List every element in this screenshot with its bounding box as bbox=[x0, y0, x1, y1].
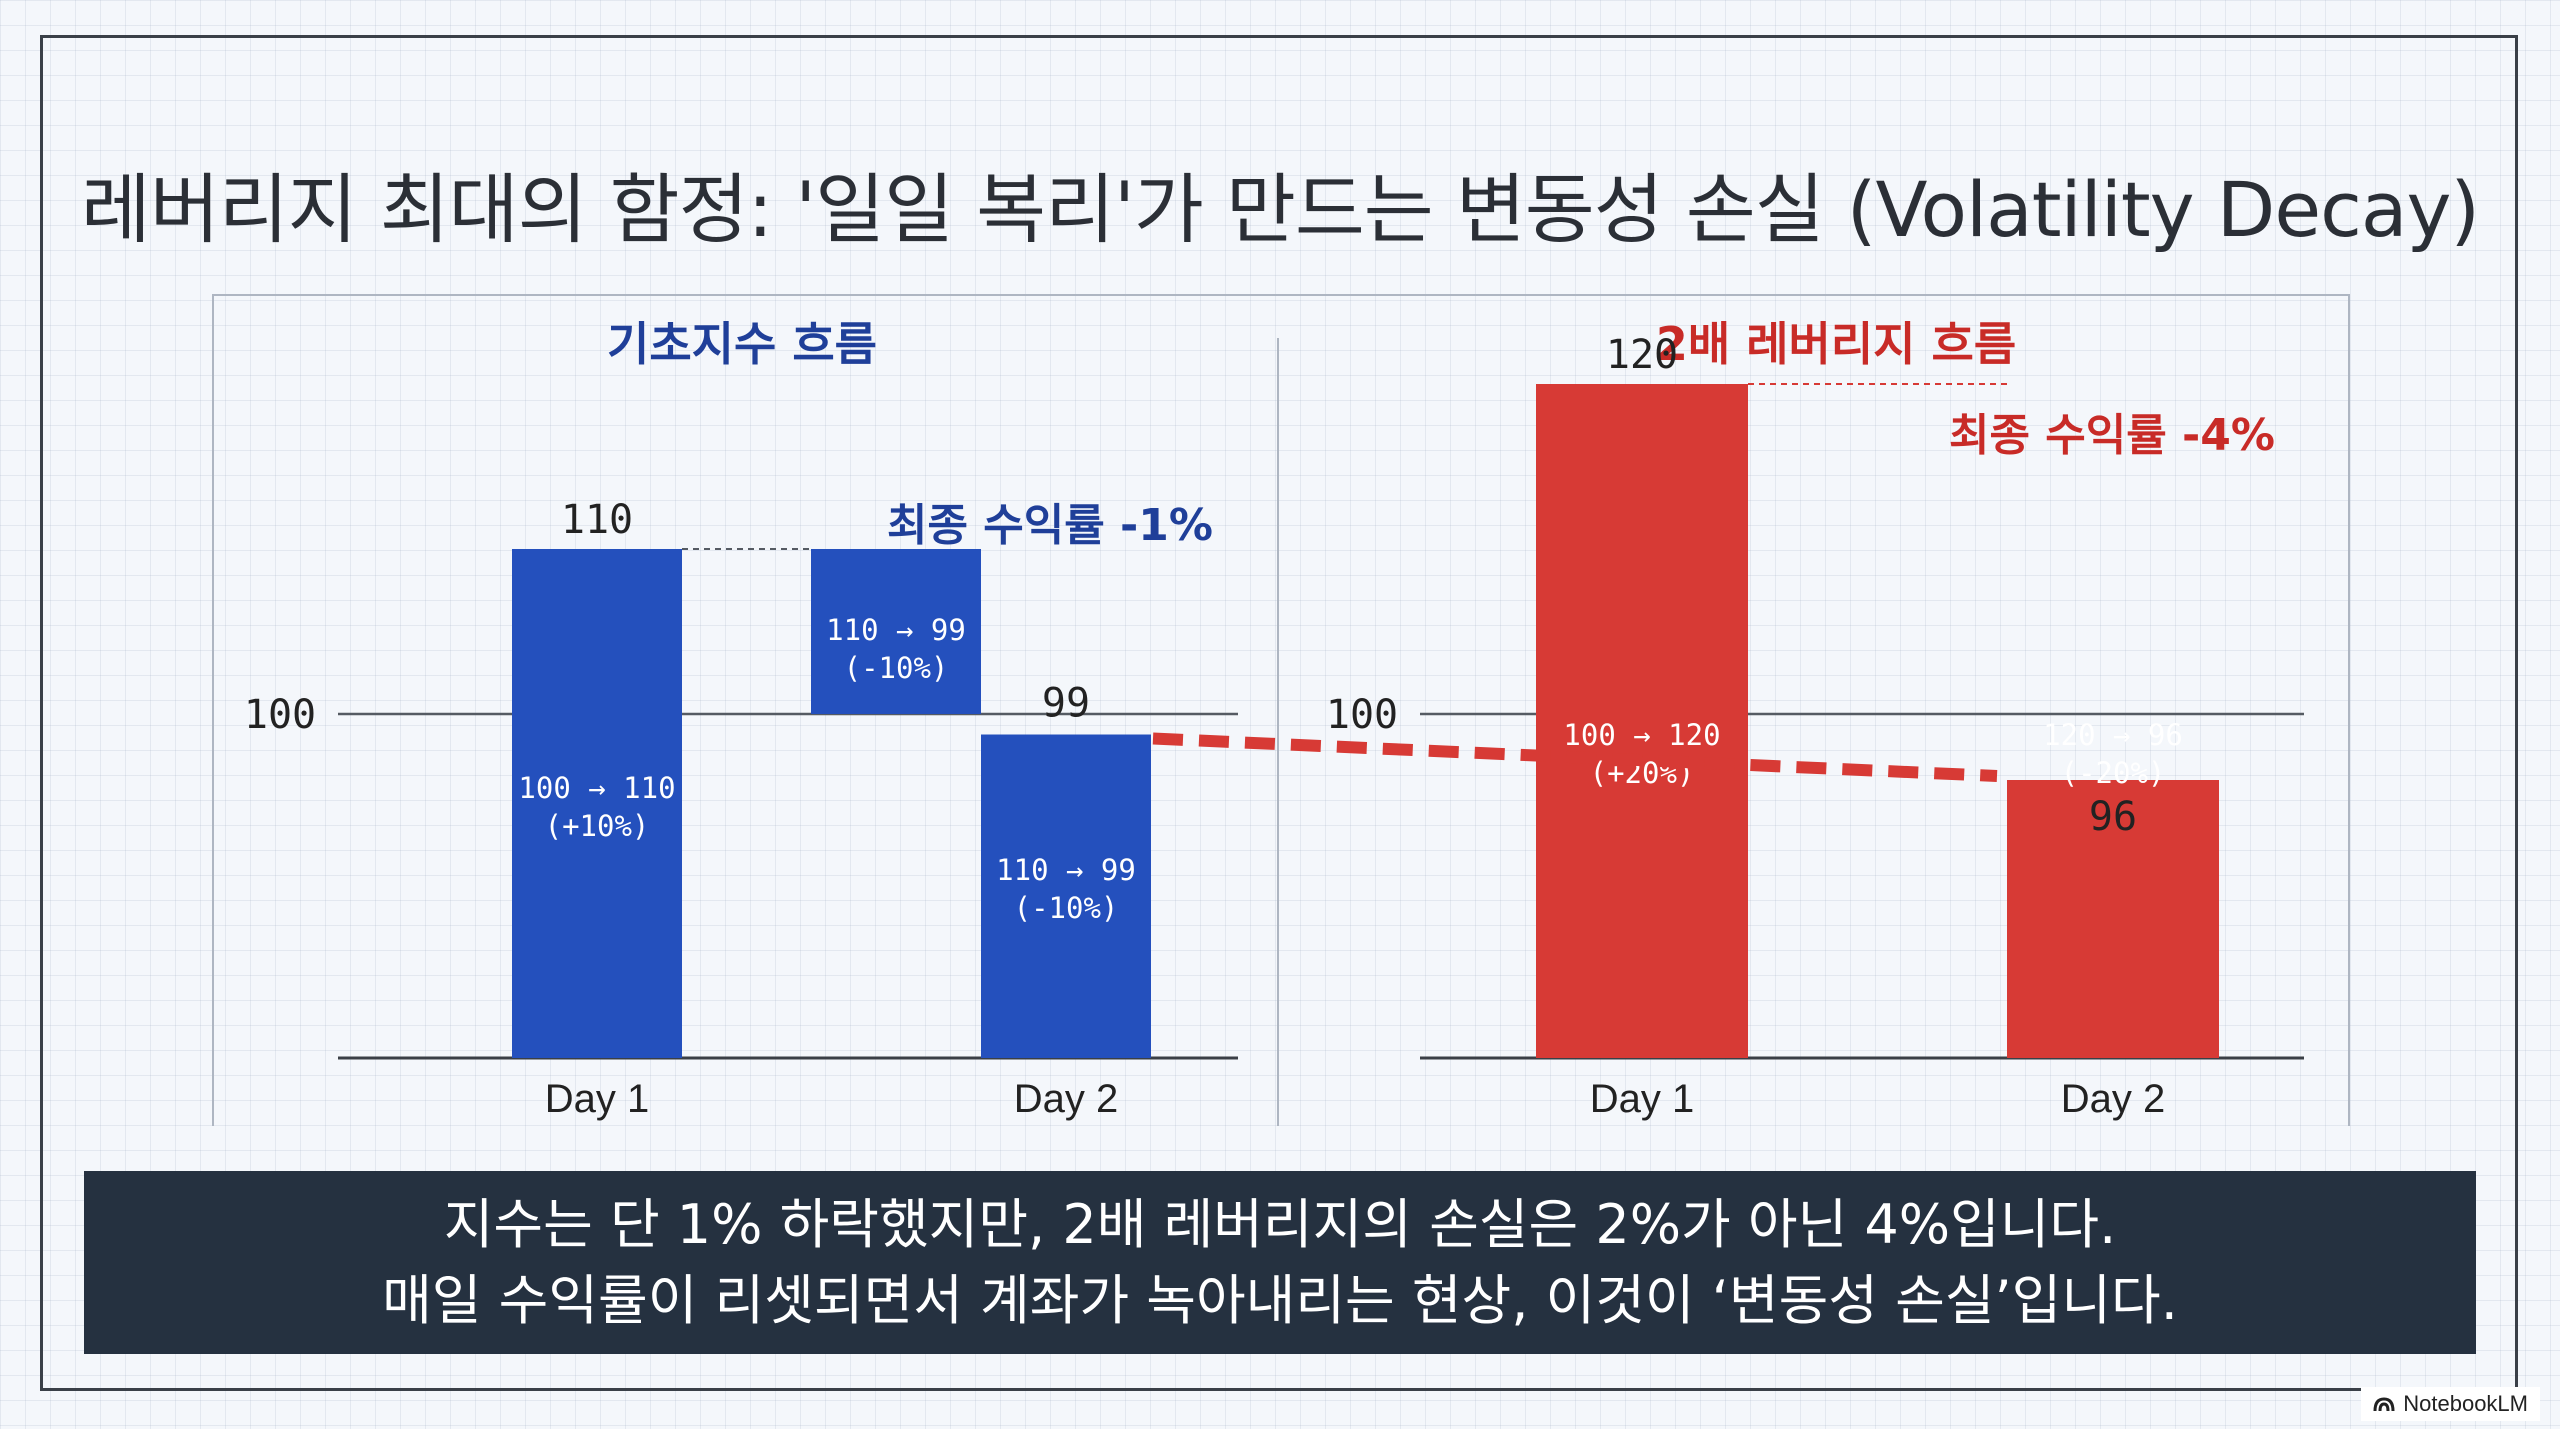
left-bar-day2 bbox=[981, 734, 1151, 1058]
right-step-label-2-a: 120 → 96 bbox=[2043, 718, 2183, 752]
left-value-label-1: 110 bbox=[561, 497, 633, 543]
left-tick-label-1: Day 1 bbox=[545, 1077, 650, 1121]
right-tick-label-2: Day 2 bbox=[2061, 1077, 2166, 1121]
right-baseline-label: 100 bbox=[1326, 692, 1398, 738]
decay-trend-line bbox=[1152, 732, 1998, 782]
slide-title: 레버리지 최대의 함정: '일일 복리'가 만드는 변동성 손실 (Volati… bbox=[80, 165, 2480, 254]
left-value-label-2: 99 bbox=[1042, 681, 1090, 727]
right-bar-day2 bbox=[2007, 780, 2219, 1058]
summary-line-2: 매일 수익률이 리셋되면서 계좌가 녹아내리는 현상, 이것이 ‘변동성 손실’… bbox=[382, 1268, 2178, 1332]
left-baseline-label: 100 bbox=[244, 692, 316, 738]
left-chart-title: 기초지수 흐름 bbox=[607, 317, 877, 371]
left-bridge-bar bbox=[811, 549, 981, 714]
left-tick-label-2: Day 2 bbox=[1014, 1077, 1119, 1121]
right-tick-label-1: Day 1 bbox=[1590, 1077, 1695, 1121]
right-chart-title: 2배 레버리지 흐름 bbox=[1656, 317, 2016, 371]
right-step-label-1-a: 100 → 120 bbox=[1563, 718, 1720, 752]
left-bridge-label-a: 110 → 99 bbox=[826, 613, 966, 647]
left-bar-day1 bbox=[512, 549, 682, 1058]
left-step-label-1-a: 100 → 110 bbox=[518, 771, 675, 805]
summary-line-1: 지수는 단 1% 하락했지만, 2배 레버리지의 손실은 2%가 아닌 4%입니… bbox=[443, 1192, 2117, 1256]
notebook-icon bbox=[2373, 1396, 2395, 1412]
left-bridge-label-b: (-10%) bbox=[844, 651, 949, 685]
notebooklm-badge: NotebookLM bbox=[2361, 1387, 2540, 1421]
left-annotation: 최종 수익률 -1% bbox=[887, 500, 1213, 551]
right-step-label-2-b: (-20%) bbox=[2061, 756, 2166, 790]
left-step-label-2-a: 110 → 99 bbox=[996, 853, 1136, 887]
right-annotation: 최종 수익률 -4% bbox=[1949, 410, 2275, 461]
badge-label: NotebookLM bbox=[2403, 1391, 2528, 1416]
chart-panel bbox=[212, 294, 2350, 1126]
right-value-label-2: 96 bbox=[2089, 794, 2137, 840]
summary-banner: 지수는 단 1% 하락했지만, 2배 레버리지의 손실은 2%가 아닌 4%입니… bbox=[84, 1171, 2476, 1354]
left-step-label-1-b: (+10%) bbox=[545, 809, 650, 843]
left-step-label-2-b: (-10%) bbox=[1014, 891, 1119, 925]
right-bar-day1 bbox=[1536, 384, 1748, 1058]
right-value-label-1: 120 bbox=[1606, 332, 1678, 378]
slide-frame bbox=[40, 35, 2518, 1391]
